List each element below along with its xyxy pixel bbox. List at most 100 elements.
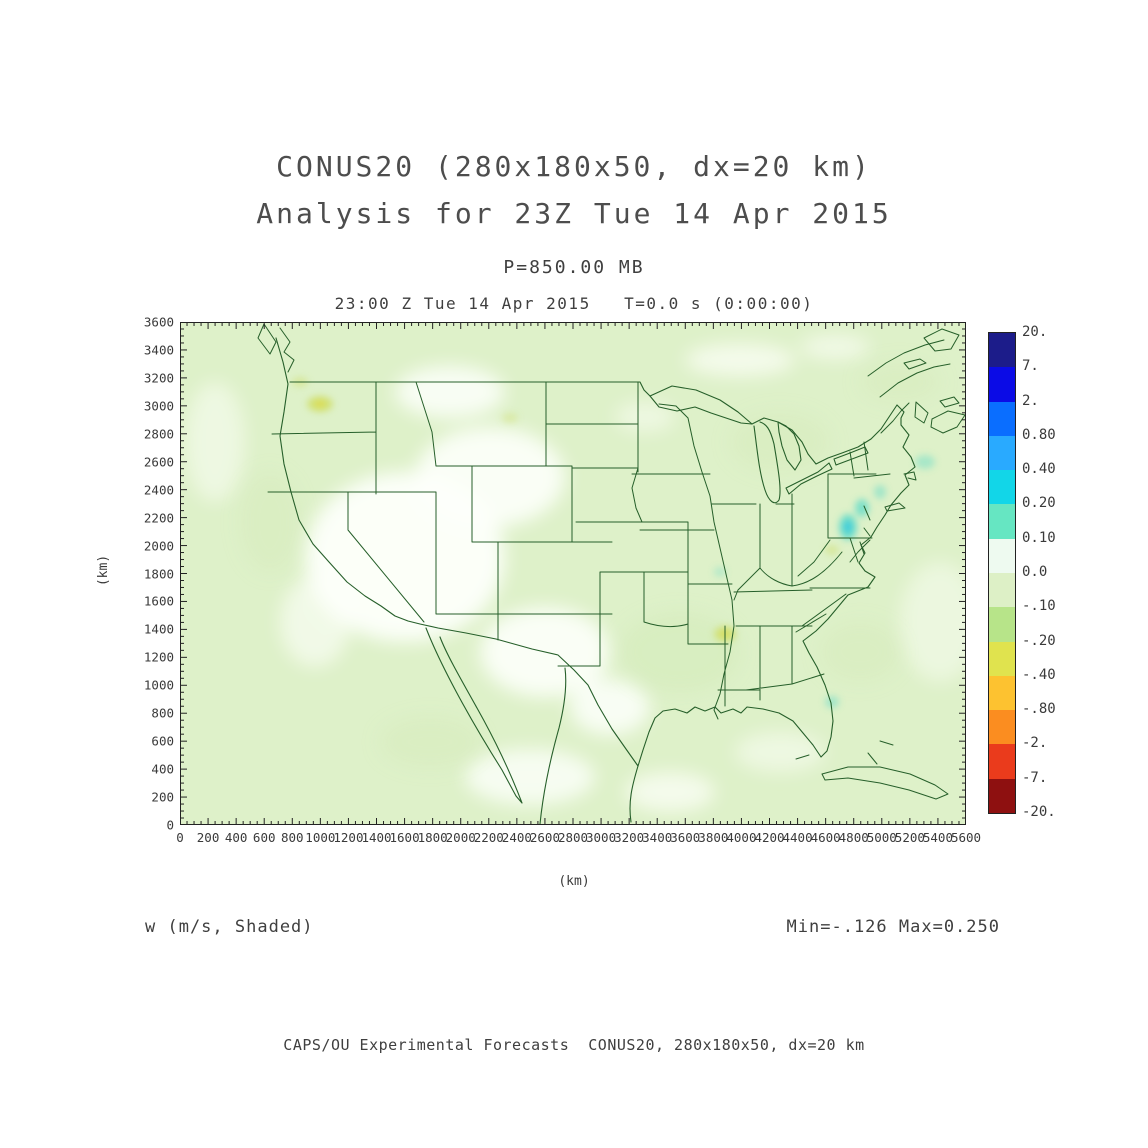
coastline <box>275 337 916 767</box>
colorbar-tick-label: 0.80 <box>1022 426 1056 443</box>
colorbar-tick-label: 2. <box>1022 392 1039 409</box>
y-tick-label: 1800 <box>143 566 174 581</box>
canada-border <box>289 381 905 465</box>
conus-map <box>180 322 966 825</box>
model-title: CONUS20 (280x180x50, dx=20 km) <box>276 150 872 183</box>
shading-white-patches <box>185 335 966 812</box>
y-tick-label: 600 <box>151 733 174 749</box>
colorbar-tick-label: 20. <box>1022 324 1048 340</box>
x-tick-label: 2400 <box>501 830 532 845</box>
cuba-caribbean <box>795 740 949 800</box>
colorbar-tick-label: -2. <box>1022 735 1048 752</box>
x-tick-label: 4000 <box>726 830 757 845</box>
valid-time-label: 23:00 Z Tue 14 Apr 2015 T=0.0 s (0:00:00… <box>334 294 814 313</box>
x-tick-label: 4600 <box>810 830 841 845</box>
x-tick-label: 3800 <box>698 830 729 845</box>
colorbar-cell <box>989 744 1015 779</box>
x-tick-label: 5200 <box>894 830 925 845</box>
colorbar-tick-label: -.40 <box>1022 666 1056 683</box>
x-tick-label: 3000 <box>586 830 617 845</box>
analysis-datetime-title: Analysis for 23Z Tue 14 Apr 2015 <box>256 197 892 230</box>
mexico-baja-coast <box>425 627 639 825</box>
great-lakes <box>649 395 869 504</box>
y-axis-unit-label: (km) <box>96 554 112 587</box>
credit-footer: CAPS/OU Experimental Forecasts CONUS20, … <box>283 1036 865 1054</box>
x-tick-label: 4200 <box>754 830 785 845</box>
colorbar-tick-label: -7. <box>1022 769 1048 786</box>
x-tick-label: 2600 <box>529 830 560 845</box>
x-tick-label: 2200 <box>473 830 504 845</box>
y-tick-label: 2400 <box>143 482 174 498</box>
colorbar-tick-label: -.80 <box>1022 701 1056 718</box>
colorbar-cell <box>989 538 1015 573</box>
x-tick-label: 5600 <box>950 830 982 845</box>
x-tick-label: 0 <box>176 830 184 845</box>
y-tick-label: 2200 <box>143 510 174 526</box>
y-tick-label: 3000 <box>143 398 174 414</box>
shaded-variable-label: w (m/s, Shaded) <box>145 917 314 937</box>
x-tick-label: 2800 <box>557 830 589 845</box>
y-tick-label: 3400 <box>143 342 174 358</box>
x-tick-label: 1600 <box>389 830 420 845</box>
x-tick-label: 1200 <box>333 830 364 845</box>
x-tick-label: 200 <box>196 830 220 845</box>
colorbar-cell <box>989 470 1015 505</box>
colorbar-tick-label: -.10 <box>1022 598 1056 615</box>
x-tick-label: 1000 <box>305 830 336 845</box>
x-tick-label: 600 <box>252 830 276 845</box>
shading-mottle <box>240 362 940 767</box>
y-tick-label: 1600 <box>143 593 174 609</box>
colorbar <box>988 332 1016 814</box>
map-borders <box>257 323 966 825</box>
x-tick-label: 1800 <box>417 830 448 845</box>
y-tick-label: 200 <box>151 789 174 805</box>
y-tick-label: 2800 <box>143 426 174 442</box>
colorbar-tick-label: 0.20 <box>1022 495 1056 512</box>
shading-positive-maxima <box>714 455 935 708</box>
colorbar-tick-label: 0.40 <box>1022 461 1056 478</box>
y-tick-label: 2600 <box>143 454 174 470</box>
colorbar-cell <box>989 778 1015 813</box>
shaded-field-background <box>180 322 966 825</box>
x-tick-label: 400 <box>224 830 248 845</box>
colorbar-cell <box>989 401 1015 436</box>
y-tick-label: 0 <box>166 817 174 833</box>
y-tick-label: 1000 <box>143 677 174 693</box>
mississippi-river <box>658 403 735 720</box>
x-tick-label: 2000 <box>445 830 476 845</box>
colorbar-tick-label: 0.0 <box>1022 564 1048 580</box>
colorbar-cell <box>989 367 1015 402</box>
x-axis-unit-label: (km) <box>558 874 590 889</box>
colorbar-tick-label: 7. <box>1022 358 1039 375</box>
y-tick-label: 400 <box>151 761 174 777</box>
y-tick-label: 3600 <box>143 314 174 330</box>
x-tick-label: 4400 <box>782 830 813 845</box>
y-tick-label: 1400 <box>143 621 174 637</box>
colorbar-cell <box>989 710 1015 745</box>
y-tick-label: 3200 <box>143 370 174 386</box>
y-tick-label: 2000 <box>143 538 174 554</box>
y-tick-label: 1200 <box>143 649 174 665</box>
colorbar-tick-label: -.20 <box>1022 632 1056 649</box>
colorbar-cell <box>989 504 1015 539</box>
x-tick-label: 4800 <box>838 830 869 845</box>
x-tick-label: 5000 <box>866 830 897 845</box>
colorbar-cell <box>989 607 1015 642</box>
plot-frame <box>180 322 966 825</box>
map-plot-area <box>180 322 966 825</box>
colorbar-tick-label: -20. <box>1022 804 1056 820</box>
colorbar-cell <box>989 333 1015 368</box>
min-max-annotation: Min=-.126 Max=0.250 <box>786 917 1000 937</box>
y-tick-label: 800 <box>151 705 174 721</box>
x-tick-label: 1400 <box>361 830 392 845</box>
colorbar-cell <box>989 641 1015 676</box>
colorbar-cell <box>989 435 1015 471</box>
x-tick-label: 3400 <box>642 830 673 845</box>
colorbar-cell <box>989 572 1015 608</box>
us-state-borders <box>267 381 917 707</box>
st-lawrence-maritimes <box>257 323 966 434</box>
colorbar-tick-label: 0.10 <box>1022 529 1056 546</box>
x-tick-label: 3600 <box>670 830 701 845</box>
x-tick-label: 3200 <box>614 830 645 845</box>
